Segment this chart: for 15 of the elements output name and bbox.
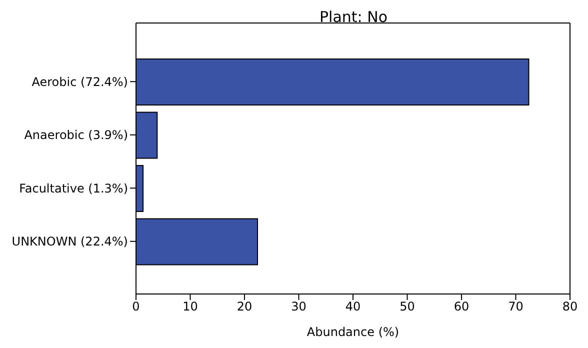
x-tick-label: 70 <box>508 300 524 314</box>
x-tick-label: 40 <box>345 300 361 314</box>
chart-title: Plant: No <box>318 8 388 26</box>
y-tick-label: UNKNOWN (22.4%) <box>12 234 128 249</box>
x-tick-label: 10 <box>182 300 198 314</box>
x-tick-label: 20 <box>236 300 252 314</box>
x-axis-title: Abundance (%) <box>306 325 400 339</box>
x-tick-label: 80 <box>562 300 578 314</box>
x-tick-label: 50 <box>400 300 415 314</box>
y-tick-label: Facultative (1.3%) <box>19 181 128 196</box>
x-tick-label: 0 <box>132 300 140 314</box>
y-tick-label: Aerobic (72.4%) <box>32 74 128 89</box>
x-tick-label: 30 <box>291 300 306 314</box>
y-tick-label: Anaerobic (3.9%) <box>24 128 128 142</box>
x-tick-label: 60 <box>454 300 470 314</box>
